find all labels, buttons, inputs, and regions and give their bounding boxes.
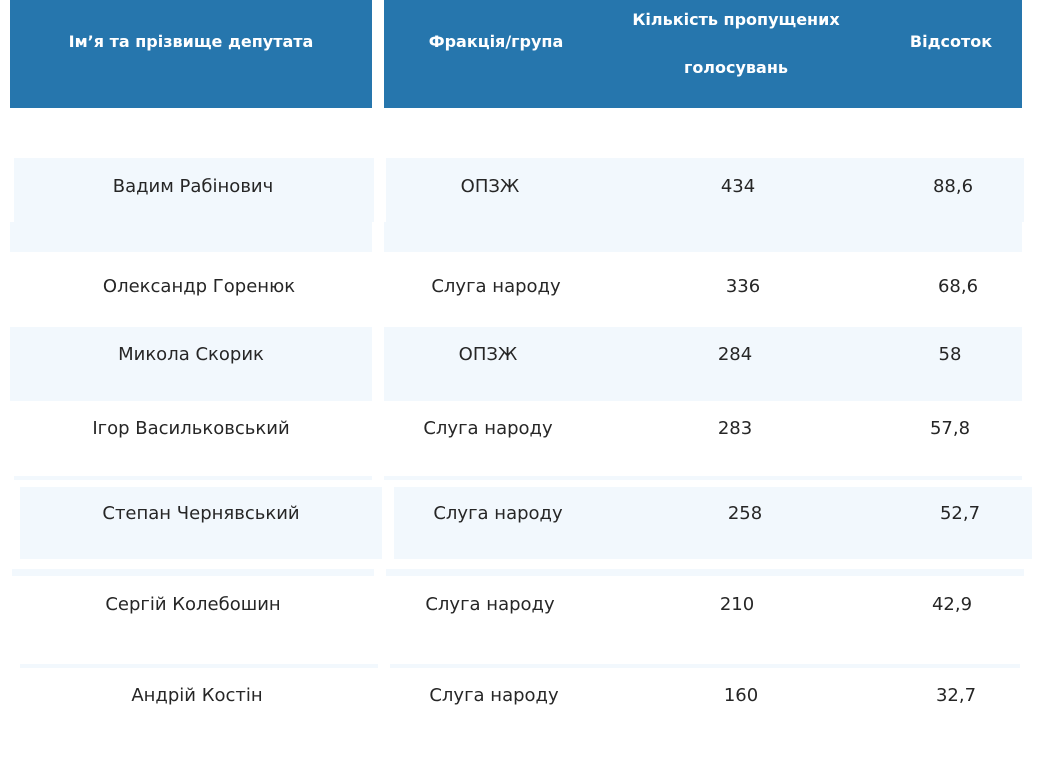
header-name: Ім’я та прізвище депутата	[68, 32, 314, 51]
table-cell-name: Микола Скорик	[118, 344, 264, 365]
table-cell-percent: 68,6	[937, 276, 979, 297]
header-missed: Кількість пропущених голосувань	[632, 10, 840, 77]
row-band	[14, 476, 372, 480]
header-percent: Відсоток	[909, 32, 993, 51]
table-cell-missed: 336	[725, 276, 761, 297]
table-cell-percent: 52,7	[939, 503, 981, 524]
table-cell-missed: 434	[720, 176, 756, 197]
table-cell-missed: 284	[717, 344, 753, 365]
table-cell-percent: 58	[938, 344, 962, 365]
table-cell-faction: ОПЗЖ	[460, 176, 520, 197]
row-band	[384, 222, 1022, 252]
table-cell-faction: Слуга народу	[423, 418, 553, 439]
row-band	[10, 222, 372, 252]
table-cell-faction: ОПЗЖ	[458, 344, 518, 365]
row-band	[386, 158, 1024, 222]
table-cell-faction: Слуга народу	[431, 276, 561, 297]
header-block-left: Ім’я та прізвище депутата	[10, 0, 372, 108]
table-cell-missed: 160	[723, 685, 759, 706]
header-faction: Фракція/група	[428, 32, 564, 51]
row-band	[394, 487, 1032, 559]
table-cell-name: Андрій Костін	[131, 685, 263, 706]
row-band	[10, 327, 372, 401]
row-band	[12, 569, 374, 576]
row-band	[386, 569, 1024, 576]
table-cell-name: Олександр Горенюк	[102, 276, 296, 297]
row-band	[20, 487, 382, 559]
table-cell-percent: 32,7	[935, 685, 977, 706]
table-cell-faction: Слуга народу	[429, 685, 559, 706]
row-band	[384, 476, 1022, 480]
table-cell-percent: 57,8	[929, 418, 971, 439]
table-cell-percent: 42,9	[931, 594, 973, 615]
row-band	[20, 664, 378, 668]
table-cell-name: Степан Чернявський	[102, 503, 300, 524]
table-cell-name: Вадим Рабінович	[112, 176, 274, 197]
table-cell-faction: Слуга народу	[425, 594, 555, 615]
table-cell-missed: 258	[727, 503, 763, 524]
header-block-right: Фракція/група Кількість пропущених голос…	[384, 0, 1022, 108]
table-cell-missed: 283	[717, 418, 753, 439]
table-cell-name: Сергій Колебошин	[105, 594, 281, 615]
table-cell-name: Ігор Васильковський	[92, 418, 290, 439]
table-cell-percent: 88,6	[932, 176, 974, 197]
table-cell-missed: 210	[719, 594, 755, 615]
table-cell-faction: Слуга народу	[433, 503, 563, 524]
row-band	[14, 158, 374, 222]
row-band	[390, 664, 1020, 668]
row-band	[384, 327, 1022, 401]
